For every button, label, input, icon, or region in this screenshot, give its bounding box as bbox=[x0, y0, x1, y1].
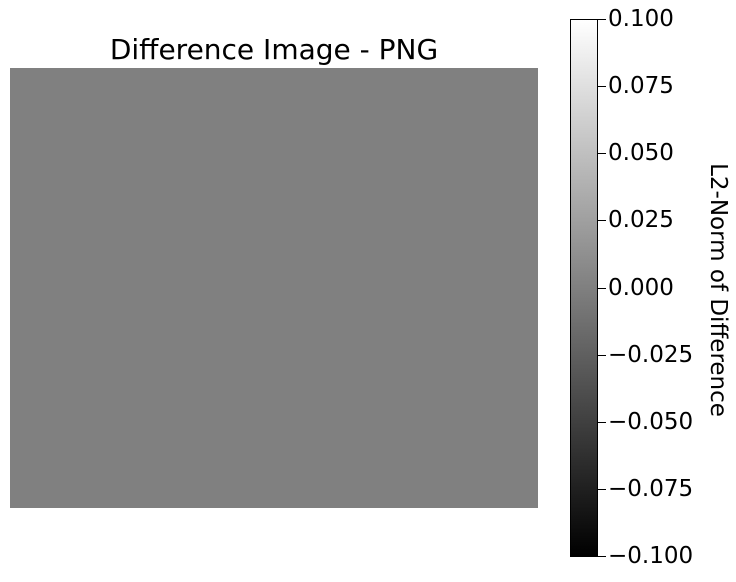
colorbar-tick bbox=[598, 355, 606, 356]
colorbar-tick-label: 0.025 bbox=[608, 207, 674, 233]
colorbar-tick-label: 0.050 bbox=[608, 140, 674, 166]
colorbar-tick bbox=[598, 153, 606, 154]
colorbar-label: L2-Norm of Difference bbox=[705, 163, 731, 417]
heatmap-cell bbox=[10, 68, 538, 508]
colorbar bbox=[570, 19, 598, 557]
colorbar-tick bbox=[598, 86, 606, 87]
colorbar-tick-label: −0.075 bbox=[608, 476, 694, 502]
colorbar-tick-label: 0.000 bbox=[608, 275, 674, 301]
colorbar-tick-label: −0.050 bbox=[608, 409, 694, 435]
colorbar-tick-label: −0.100 bbox=[608, 543, 694, 569]
colorbar-tick bbox=[598, 489, 606, 490]
colorbar-tick-label: −0.025 bbox=[608, 342, 694, 368]
colorbar-tick-label: 0.100 bbox=[608, 6, 674, 32]
colorbar-tick bbox=[598, 556, 606, 557]
colorbar-tick bbox=[598, 19, 606, 20]
difference-heatmap bbox=[10, 68, 538, 508]
chart-title: Difference Image - PNG bbox=[109, 33, 439, 66]
colorbar-tick bbox=[598, 422, 606, 423]
colorbar-tick bbox=[598, 288, 606, 289]
colorbar-tick-label: 0.075 bbox=[608, 73, 674, 99]
colorbar-tick bbox=[598, 220, 606, 221]
